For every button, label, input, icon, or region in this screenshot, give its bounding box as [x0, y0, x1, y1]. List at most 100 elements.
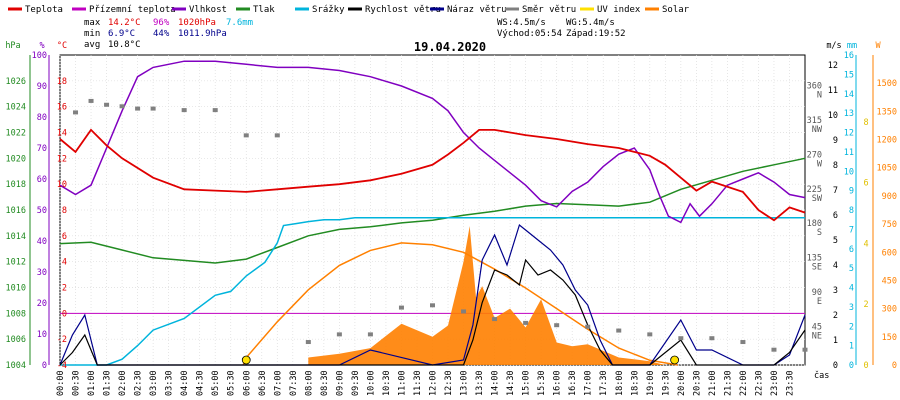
axis-tick-label: 1018 — [6, 180, 26, 190]
x-tick-label: 23:30 — [785, 370, 795, 396]
axis-tick-label: 0 — [62, 309, 67, 319]
axis-tick-label: 1024 — [6, 103, 26, 113]
x-tick-label: 04:30 — [196, 370, 206, 396]
wind-direction-point — [305, 340, 311, 345]
x-tick-label: 20:30 — [692, 370, 702, 396]
direction-tick-label: 135 — [807, 254, 822, 264]
direction-tick-letter: SE — [812, 263, 822, 273]
solar-axis-tick-label: 1350 — [877, 107, 897, 117]
min-label: min — [84, 29, 100, 39]
legend-label: Rychlost větru — [365, 5, 441, 15]
axis-tick-label: 50 — [37, 206, 47, 216]
axis-tick-label: 10 — [57, 180, 67, 190]
rain-axis-tick-label: 4 — [849, 284, 854, 294]
wind-axis-tick-label: 8 — [833, 161, 838, 171]
rain-axis-tick-label: 10 — [844, 167, 854, 177]
legend-label: Srážky — [312, 5, 345, 15]
wind-axis-tick-label: 4 — [833, 261, 838, 271]
uv-index-marker — [241, 355, 251, 365]
x-tick-label: 22:00 — [739, 370, 749, 396]
series-layer — [59, 60, 808, 366]
x-tick-label: 14:30 — [506, 370, 516, 396]
x-tick-label: 00:30 — [72, 370, 82, 396]
axis-tick-label: 10 — [37, 330, 47, 340]
solar-axis-tick-label: 0 — [892, 361, 897, 371]
axis-tick-label: -2 — [57, 335, 67, 345]
rain-axis-tick-label: 1 — [849, 342, 854, 352]
axis-tick-label: 12 — [57, 154, 67, 164]
axis-tick-label: 100 — [32, 51, 47, 61]
rain-axis-unit: mm — [847, 41, 857, 51]
axis-tick-label: 1020 — [6, 154, 26, 164]
x-tick-label: 20:00 — [677, 370, 687, 396]
axis-tick-label: 70 — [37, 144, 47, 154]
wind-direction-point — [802, 347, 808, 352]
wind-gust-max: WG:5.4m/s — [566, 18, 615, 28]
axis-tick-label: 1016 — [6, 206, 26, 216]
direction-tick-label: 270 — [807, 150, 822, 160]
x-tick-label: 04:00 — [180, 370, 190, 396]
rain-axis-tick-label: 11 — [844, 148, 854, 158]
wind-axis-tick-label: 9 — [833, 136, 838, 146]
x-tick-label: 12:00 — [429, 370, 439, 396]
legend-label: Směr větru — [522, 5, 576, 15]
direction-tick-letter: E — [817, 297, 822, 307]
x-tick-label: 05:00 — [211, 370, 221, 396]
x-tick-label: 17:30 — [599, 370, 609, 396]
wind-direction-point — [150, 106, 156, 111]
sunrise: Východ:05:54 — [497, 29, 562, 39]
max-temp: 14.2°C — [108, 18, 141, 28]
axis-unit-label: hPa — [5, 41, 20, 51]
avg-temp: 10.8°C — [108, 40, 141, 50]
wind-direction-point — [367, 332, 373, 337]
wind-direction-point — [181, 108, 187, 113]
legend-label: Náraz větru — [447, 5, 507, 15]
x-tick-label: 02:00 — [118, 370, 128, 396]
x-tick-label: 01:30 — [103, 370, 113, 396]
axis-tick-label: 8 — [62, 206, 67, 216]
legend-label: Tlak — [253, 5, 275, 15]
wind-direction-point — [430, 303, 435, 308]
x-tick-label: 08:00 — [304, 370, 314, 396]
axis-tick-label: 1026 — [6, 77, 26, 87]
x-tick-label: 06:00 — [242, 370, 252, 396]
rain-axis-tick-label: 8 — [849, 206, 854, 216]
solar-theoretical-line — [242, 242, 678, 366]
axis-tick-label: 90 — [37, 82, 47, 92]
rain-line — [60, 217, 805, 366]
axis-tick-label: 1004 — [6, 361, 26, 371]
rain-axis-tick-label: 7 — [849, 225, 854, 235]
x-tick-label: 09:30 — [351, 370, 361, 396]
legend-label: UV index — [597, 5, 641, 15]
direction-tick-label: 360 — [807, 81, 822, 91]
temperature-line — [59, 128, 806, 222]
direction-tick-letter: SW — [812, 194, 823, 204]
solar-axis-tick-label: 600 — [882, 248, 897, 258]
rain-axis-tick-label: 2 — [849, 322, 854, 332]
x-tick-label: 12:30 — [444, 370, 454, 396]
axis-tick-label: 30 — [37, 268, 47, 278]
wind-direction-point — [274, 133, 280, 138]
rain-axis-tick-label: 6 — [849, 245, 854, 255]
x-tick-label: 16:00 — [553, 370, 563, 396]
solar-axis-tick-label: 1050 — [877, 164, 897, 174]
uv-axis-tick-label: 4 — [863, 239, 868, 249]
x-axis: 00:00 00:30 01:00 01:30 02:00 02:30 03:00 03:30… — [56, 370, 795, 396]
x-tick-label: 22:30 — [754, 370, 764, 396]
x-tick-label: 17:00 — [584, 370, 594, 396]
min-temp: 6.9°C — [108, 29, 135, 39]
wind-axis-tick-label: 6 — [833, 211, 838, 221]
x-tick-label: 02:30 — [134, 370, 144, 396]
x-tick-label: 10:00 — [366, 370, 376, 396]
axis-tick-label: 1008 — [6, 309, 26, 319]
wind-axis-tick-label: 11 — [828, 86, 838, 96]
direction-tick-letter: NW — [812, 125, 823, 135]
axis-tick-label: 20 — [37, 299, 47, 309]
sunset: Západ:19:52 — [566, 29, 626, 39]
x-tick-label: 08:30 — [320, 370, 330, 396]
legend-label: Teplota — [25, 5, 63, 15]
wind-axis-tick-label: 12 — [828, 61, 838, 71]
rain-axis-tick-label: 12 — [844, 129, 854, 139]
chart-title: 19.04.2020 — [414, 40, 486, 54]
direction-tick-label: 45 — [812, 323, 822, 333]
